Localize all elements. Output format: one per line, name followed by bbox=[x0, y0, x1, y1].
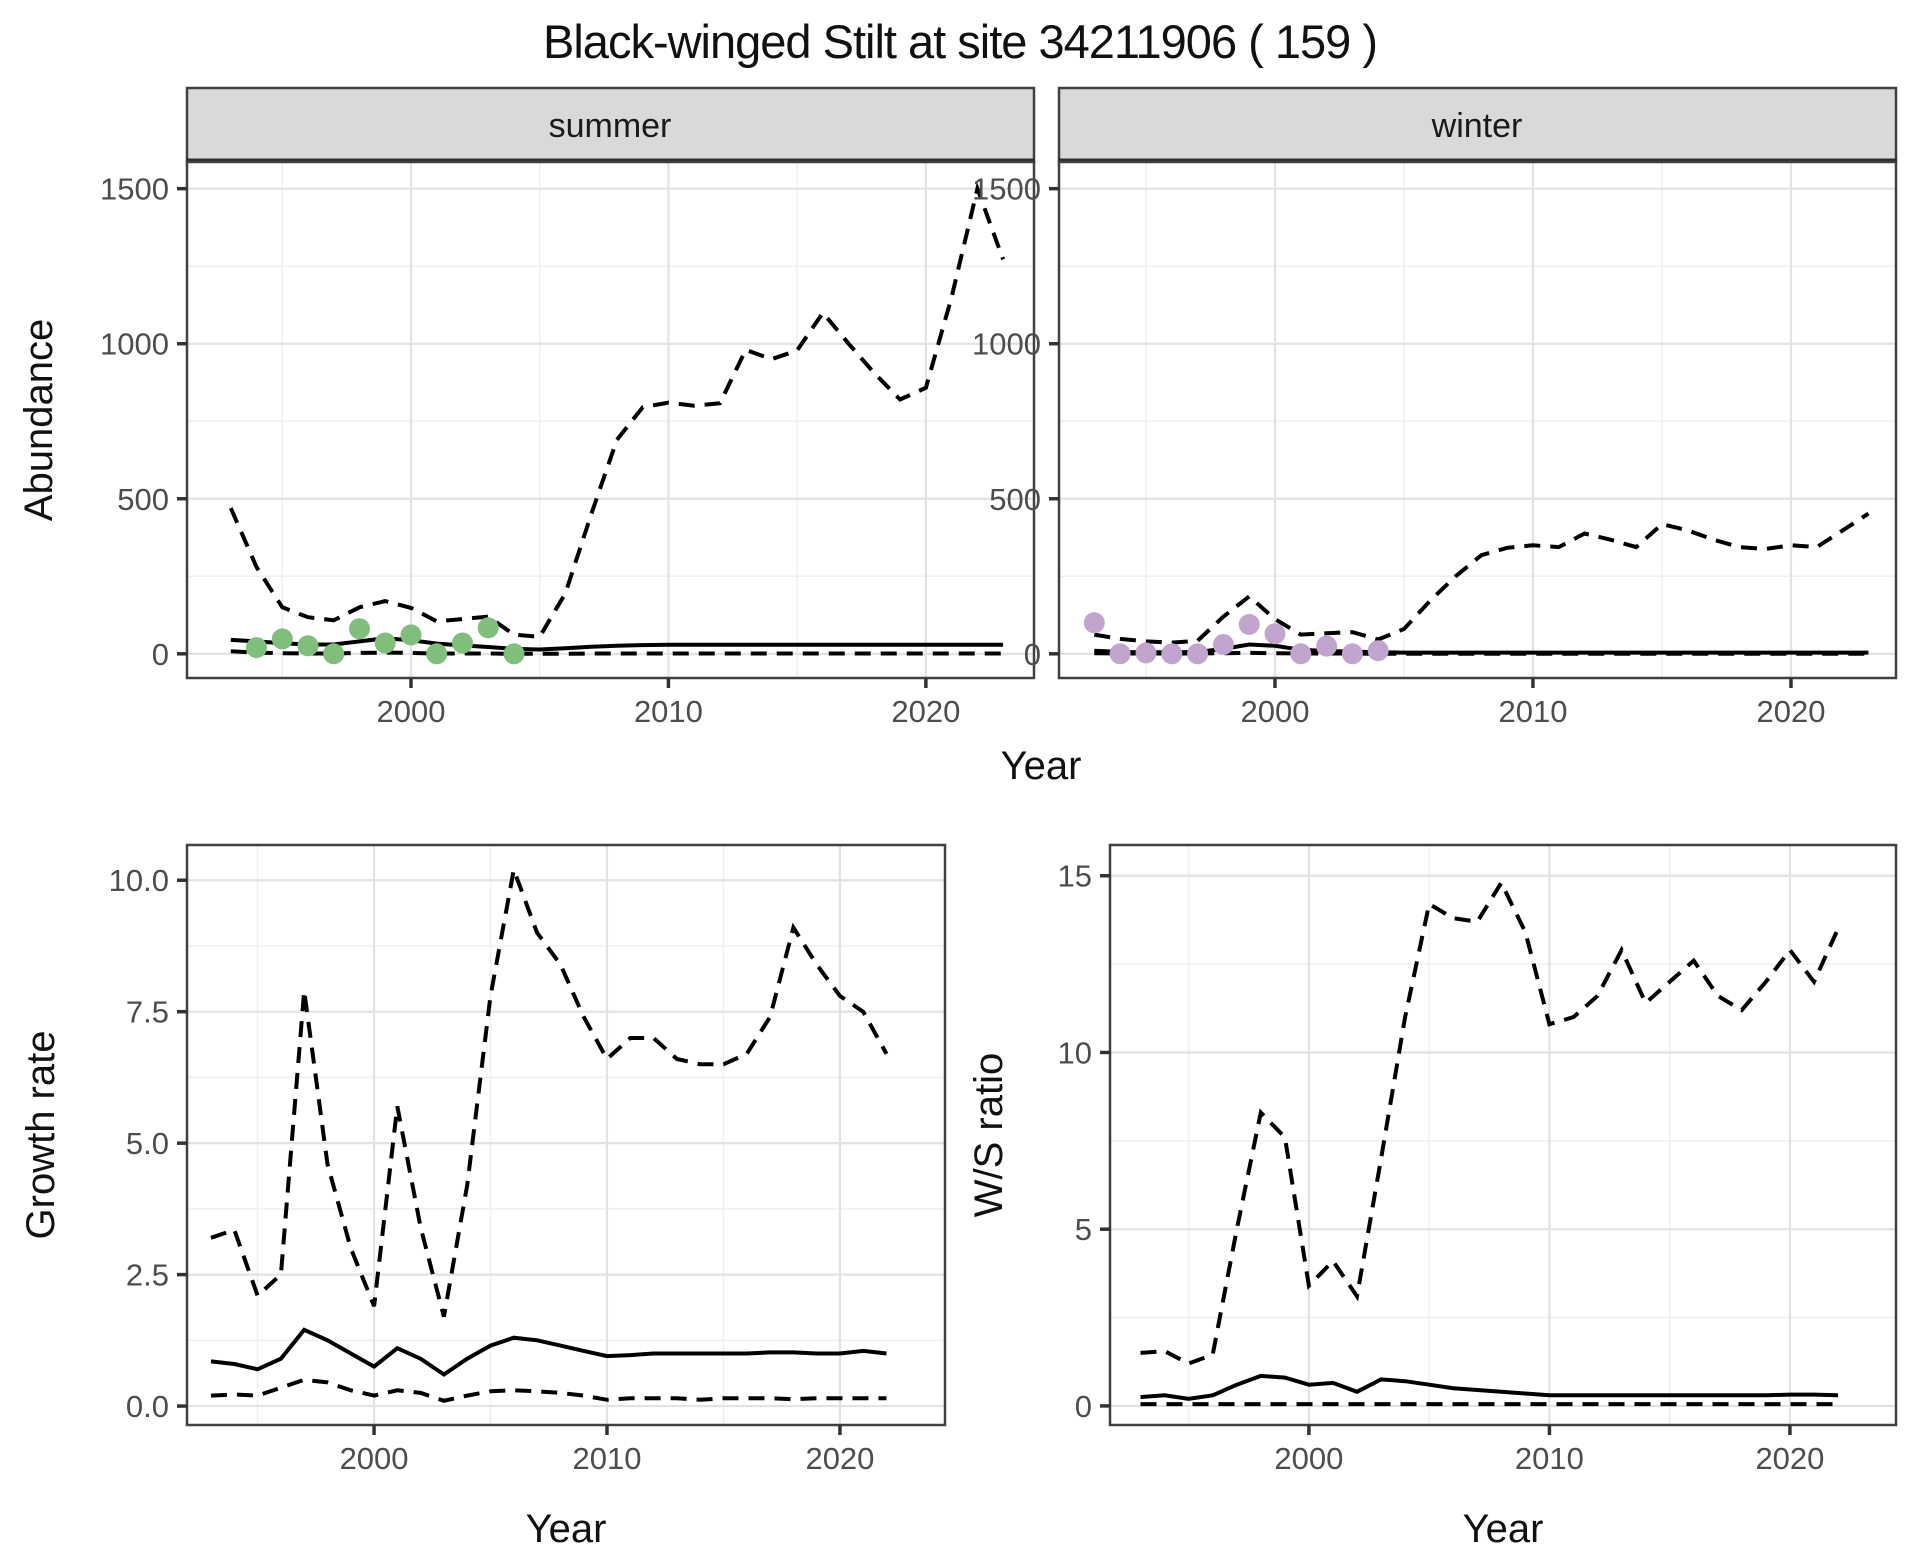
y-tick-label: 15 bbox=[1058, 859, 1092, 894]
data-point bbox=[503, 643, 525, 665]
data-point bbox=[374, 632, 396, 654]
panel-border bbox=[185, 160, 1036, 680]
facet-label-summer: summer bbox=[549, 107, 672, 145]
data-point bbox=[1187, 643, 1209, 665]
x-axis-title-year-growth: Year bbox=[526, 1507, 607, 1551]
y-tick-label: 0 bbox=[1075, 1389, 1092, 1424]
y-tick-label: 500 bbox=[989, 482, 1041, 517]
y-tick-label: 1500 bbox=[972, 172, 1041, 207]
facet-label-winter: winter bbox=[1431, 107, 1523, 145]
series-line-upper-ci bbox=[210, 862, 889, 1318]
plot-title: Black-winged Stilt at site 34211906 ( 15… bbox=[543, 15, 1377, 68]
x-tick-label: 2000 bbox=[1274, 1441, 1343, 1476]
data-point bbox=[452, 632, 473, 654]
x-axis-title-year-top: Year bbox=[1001, 744, 1082, 788]
facet-strip-background bbox=[185, 86, 1036, 164]
panel-border bbox=[1057, 160, 1898, 680]
y-tick-label: 10 bbox=[1058, 1035, 1092, 1070]
y-tick-label: 1000 bbox=[100, 327, 169, 362]
panel-background bbox=[1110, 845, 1896, 1425]
series-line-median bbox=[1140, 1373, 1839, 1401]
data-point bbox=[1238, 613, 1260, 635]
data-point bbox=[1316, 635, 1338, 657]
x-tick-label: 2010 bbox=[573, 1441, 642, 1476]
y-tick-label: 5 bbox=[1075, 1212, 1092, 1247]
x-tick-label: 2020 bbox=[805, 1441, 874, 1476]
data-point bbox=[1290, 643, 1312, 665]
panel-ws-ratio: 2000 2010 2020 0 5 10 15 bbox=[1058, 843, 1898, 1476]
y-axis-title-abundance: Abundance bbox=[17, 319, 61, 521]
data-point bbox=[297, 635, 319, 657]
x-tick-label: 2000 bbox=[376, 694, 445, 729]
data-point bbox=[1264, 623, 1286, 645]
x-tick-label: 2020 bbox=[1755, 1441, 1824, 1476]
data-point bbox=[1212, 634, 1234, 655]
y-tick-label: 0 bbox=[1024, 637, 1041, 672]
y-tick-label: 500 bbox=[117, 482, 169, 517]
panel-background bbox=[187, 162, 1034, 678]
data-point bbox=[349, 618, 370, 640]
series-line-upper-ci bbox=[1140, 878, 1840, 1366]
panel-background bbox=[187, 845, 945, 1425]
series-line-median bbox=[210, 1327, 887, 1377]
x-tick-label: 2000 bbox=[1240, 694, 1309, 729]
x-tick-label: 2010 bbox=[1515, 1441, 1584, 1476]
data-point bbox=[323, 643, 345, 665]
data-point bbox=[271, 628, 293, 650]
panel-abundance-winter: 2000 2010 2020 0 500 1000 1500 bbox=[972, 160, 1898, 729]
y-tick-label: 2.5 bbox=[126, 1258, 169, 1293]
panel-border bbox=[185, 843, 947, 1427]
series-line-lower-ci bbox=[210, 1377, 887, 1403]
panel-background bbox=[1059, 162, 1896, 678]
x-tick-label: 2020 bbox=[1757, 694, 1826, 729]
data-point bbox=[426, 643, 448, 665]
y-tick-label: 1500 bbox=[100, 172, 169, 207]
x-axis-title-year-ws: Year bbox=[1463, 1507, 1544, 1551]
x-tick-label: 2010 bbox=[1498, 694, 1567, 729]
panel-abundance-summer: 2000 2010 2020 0 500 1000 1500 bbox=[100, 160, 1036, 729]
series-line-upper-ci bbox=[1093, 511, 1870, 645]
y-tick-label: 1000 bbox=[972, 327, 1041, 362]
y-tick-label: 10.0 bbox=[109, 863, 169, 898]
data-point bbox=[1083, 612, 1105, 634]
data-point bbox=[477, 617, 499, 639]
x-tick-label: 2000 bbox=[340, 1441, 409, 1476]
data-point bbox=[1109, 643, 1131, 665]
facet-strip-summer: summer bbox=[185, 86, 1036, 166]
y-axis-title-ws-ratio: W/S ratio bbox=[967, 1053, 1011, 1217]
data-point bbox=[1135, 642, 1157, 664]
x-tick-label: 2020 bbox=[891, 694, 960, 729]
panel-border bbox=[1108, 843, 1898, 1427]
data-point bbox=[1367, 640, 1389, 662]
y-tick-label: 0.0 bbox=[126, 1389, 169, 1424]
x-tick-label: 2010 bbox=[634, 694, 703, 729]
data-point bbox=[400, 624, 422, 646]
y-tick-label: 0 bbox=[152, 637, 169, 672]
y-tick-label: 7.5 bbox=[126, 995, 169, 1030]
y-tick-label: 5.0 bbox=[126, 1126, 169, 1161]
data-point bbox=[246, 637, 267, 659]
series-line-median bbox=[230, 636, 1004, 652]
y-axis-title-growth-rate: Growth rate bbox=[19, 1031, 63, 1240]
series-line-upper-ci bbox=[228, 181, 1005, 639]
facet-strip-background bbox=[1057, 86, 1898, 164]
data-point bbox=[1341, 643, 1363, 665]
facet-strip-winter: winter bbox=[1057, 86, 1898, 166]
panel-growth-rate: 2000 2010 2020 0.0 2.5 5.0 7.5 10.0 bbox=[109, 843, 947, 1476]
data-point bbox=[1161, 643, 1183, 665]
